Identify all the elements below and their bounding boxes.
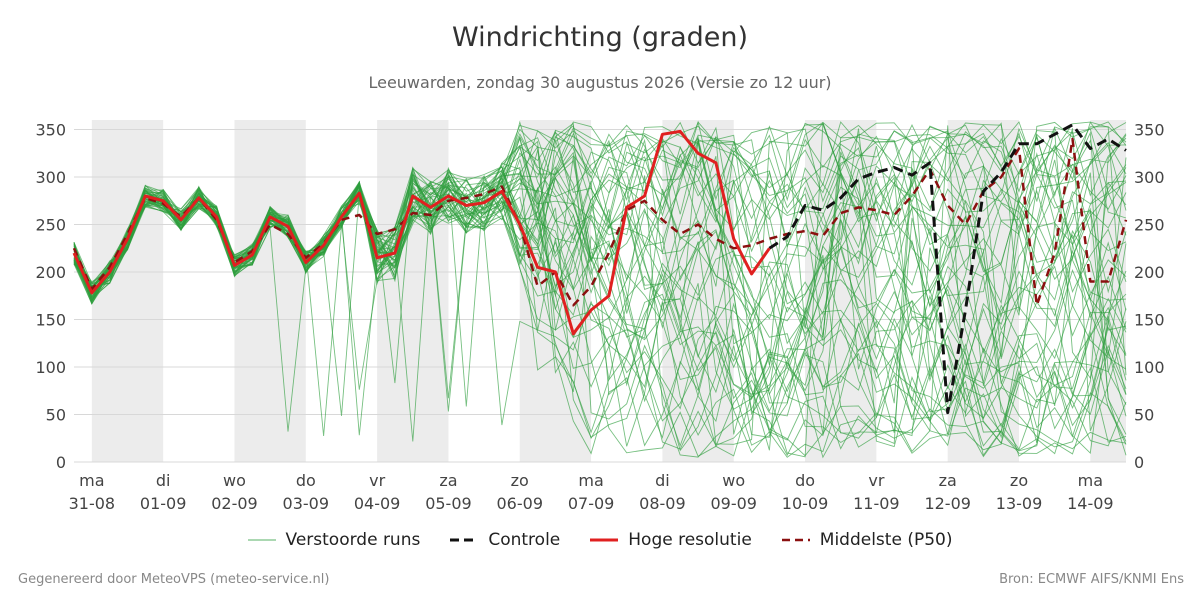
ensemble-run-line bbox=[73, 166, 1127, 438]
legend-swatch-middelste bbox=[781, 538, 810, 542]
y-tick-label-right: 200 bbox=[1134, 263, 1165, 282]
legend-label: Hoge resolutie bbox=[628, 530, 752, 550]
footer-source: Bron: ECMWF AIFS/KNMI Ens bbox=[999, 572, 1184, 587]
legend-item-hoge-resolutie: Hoge resolutie bbox=[590, 530, 752, 550]
y-tick-label-right: 50 bbox=[1134, 406, 1154, 425]
x-tick-date-label: 07-09 bbox=[568, 494, 615, 513]
main-series bbox=[72, 123, 1128, 415]
x-tick-date-label: 04-09 bbox=[354, 494, 401, 513]
night-band bbox=[91, 120, 164, 462]
legend: Verstoorde runs Controle Hoge resolutie … bbox=[0, 530, 1200, 550]
ensemble-run-line bbox=[73, 127, 1127, 369]
legend-swatch-hoge-resolutie bbox=[590, 538, 619, 542]
ensemble-run-line bbox=[73, 120, 1127, 422]
x-tick-day-label: zo bbox=[511, 471, 529, 490]
x-tick-day-label: wo bbox=[223, 471, 246, 490]
x-tick-day-label: do bbox=[795, 471, 815, 490]
middelste-p50-line bbox=[72, 137, 1128, 307]
x-tick-date-label: 09-09 bbox=[710, 494, 757, 513]
legend-swatch-verstoorde-runs bbox=[247, 539, 276, 541]
x-tick-day-label: ma bbox=[578, 471, 603, 490]
y-tick-label-left: 300 bbox=[35, 168, 66, 187]
x-tick-day-label: vr bbox=[369, 471, 385, 490]
x-tick-date-label: 14-09 bbox=[1067, 494, 1114, 513]
y-tick-label-left: 150 bbox=[35, 311, 66, 330]
x-tick-day-label: za bbox=[939, 471, 957, 490]
legend-label: Verstoorde runs bbox=[285, 530, 421, 550]
x-tick-date-label: 03-09 bbox=[283, 494, 330, 513]
y-tick-label-left: 50 bbox=[46, 406, 66, 425]
x-tick-date-label: 10-09 bbox=[782, 494, 829, 513]
ensemble-run-line bbox=[73, 126, 1127, 435]
night-band bbox=[234, 120, 306, 462]
legend-label: Middelste (P50) bbox=[819, 530, 953, 550]
legend-label: Controle bbox=[488, 530, 561, 550]
footer-generator: Gegenereerd door MeteoVPS (meteo-service… bbox=[18, 572, 330, 587]
x-tick-day-label: di bbox=[655, 471, 670, 490]
x-tick-date-label: 01-09 bbox=[140, 494, 187, 513]
y-tick-label-right: 350 bbox=[1134, 121, 1165, 140]
x-tick-date-label: 31-08 bbox=[69, 494, 116, 513]
x-tick-date-label: 06-09 bbox=[497, 494, 544, 513]
x-tick-date-label: 12-09 bbox=[924, 494, 971, 513]
chart-subtitle: Leeuwarden, zondag 30 augustus 2026 (Ver… bbox=[368, 73, 832, 92]
x-tick-day-label: za bbox=[439, 471, 457, 490]
x-tick-date-label: 11-09 bbox=[853, 494, 900, 513]
legend-swatch-controle bbox=[450, 538, 479, 542]
controle-line bbox=[768, 123, 1127, 415]
x-tick-day-label: ma bbox=[79, 471, 104, 490]
x-tick-day-label: wo bbox=[722, 471, 745, 490]
x-tick-day-label: zo bbox=[1010, 471, 1028, 490]
ensemble-run-line bbox=[73, 134, 1127, 437]
x-tick-date-label: 08-09 bbox=[639, 494, 686, 513]
y-tick-label-right: 150 bbox=[1134, 311, 1165, 330]
y-tick-label-right: 100 bbox=[1134, 358, 1165, 377]
legend-item-controle: Controle bbox=[450, 530, 560, 550]
legend-item-middelste: Middelste (P50) bbox=[781, 530, 953, 550]
x-tick-day-label: do bbox=[296, 471, 316, 490]
x-tick-day-label: vr bbox=[868, 471, 884, 490]
hoge-resolutie-line bbox=[72, 129, 771, 336]
axes: 0 0 50 50 100 100 150 150 200 200 250 250 300 300 350 3… bbox=[35, 121, 1164, 514]
ensemble-run-line bbox=[73, 124, 1127, 315]
legend-item-verstoorde-runs: Verstoorde runs bbox=[247, 530, 421, 550]
y-tick-label-left: 350 bbox=[35, 121, 66, 140]
y-tick-label-left: 0 bbox=[56, 453, 66, 472]
x-tick-date-label: 02-09 bbox=[211, 494, 258, 513]
y-tick-label-left: 250 bbox=[35, 216, 66, 235]
x-tick-date-label: 05-09 bbox=[425, 494, 472, 513]
x-tick-date-label: 13-09 bbox=[996, 494, 1043, 513]
ensemble-run-line bbox=[73, 121, 1127, 455]
ensemble-run-line bbox=[73, 129, 1127, 454]
y-tick-label-right: 250 bbox=[1134, 216, 1165, 235]
x-tick-day-label: ma bbox=[1078, 471, 1103, 490]
y-tick-label-right: 0 bbox=[1134, 453, 1144, 472]
y-tick-label-left: 100 bbox=[35, 358, 66, 377]
chart-title: Windrichting (graden) bbox=[451, 22, 749, 53]
y-tick-label-left: 200 bbox=[35, 263, 66, 282]
x-tick-day-label: di bbox=[156, 471, 171, 490]
ensemble-run-line bbox=[73, 138, 1127, 421]
y-tick-label-right: 300 bbox=[1134, 168, 1165, 187]
